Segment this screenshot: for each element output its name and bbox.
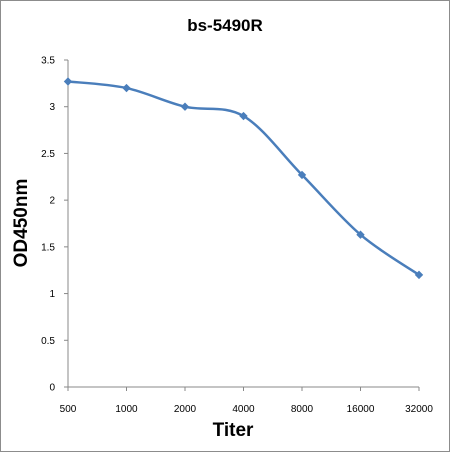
x-axis-title: Titer: [213, 420, 254, 441]
x-tick-label: 16000: [347, 404, 375, 415]
y-tick-label: 0: [49, 383, 55, 394]
x-tick-label: 8000: [291, 404, 314, 415]
data-point-marker: [180, 102, 190, 111]
y-tick-label: 1: [49, 289, 55, 300]
y-tick-label: 0.5: [41, 336, 55, 347]
series-line: [66, 80, 421, 277]
y-tick-label: 1.5: [41, 242, 55, 253]
chart-title: bs-5490R: [187, 16, 263, 35]
y-tick-label: 2: [49, 196, 55, 207]
x-tick-label: 500: [60, 404, 77, 415]
data-point-marker: [122, 83, 131, 93]
data-point-marker: [414, 270, 424, 280]
data-point-marker: [239, 111, 248, 121]
y-tick-label: 2.5: [41, 149, 55, 160]
y-tick-label: 3.5: [41, 56, 55, 67]
x-tick-label: 1000: [115, 404, 138, 415]
x-tick-label: 2000: [174, 404, 197, 415]
data-point-marker: [297, 170, 307, 180]
x-tick-label: 4000: [232, 404, 255, 415]
y-tick-label: 3: [49, 102, 55, 113]
data-point-marker: [356, 230, 365, 239]
x-tick-label: 32000: [405, 404, 433, 415]
data-point-marker: [63, 77, 73, 86]
y-axis-title: OD450nm: [11, 179, 32, 268]
